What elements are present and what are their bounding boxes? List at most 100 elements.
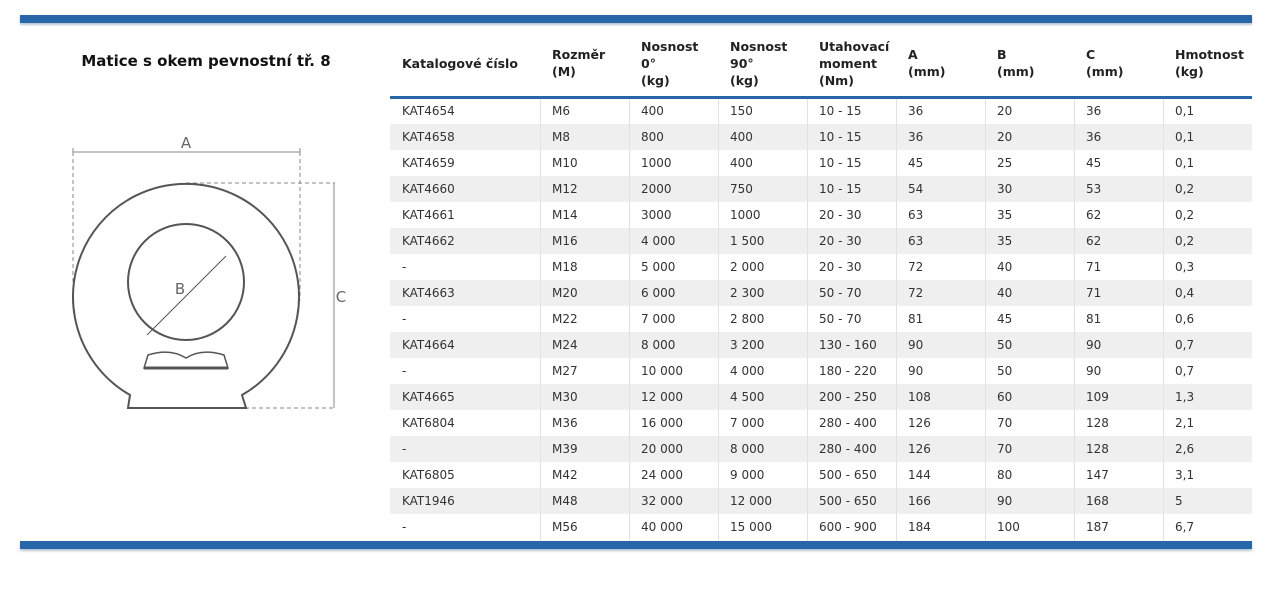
table-cell: 100 [997, 520, 1020, 534]
table-cell: 20 [997, 104, 1013, 118]
table-cell: 130 - 160 [819, 338, 877, 352]
table-cell: 128 [1086, 442, 1109, 456]
table-cell: M24 [552, 338, 578, 352]
table-cell: 80 [997, 468, 1013, 482]
table-cell: 62 [1086, 208, 1102, 222]
table-cell: 184 [908, 520, 931, 534]
table-cell: 50 [997, 364, 1013, 378]
table-cell: - [402, 364, 407, 378]
table-cell: M42 [552, 468, 578, 482]
header-line: (kg) [641, 72, 670, 88]
table-cell: M48 [552, 494, 578, 508]
table-cell: 128 [1086, 416, 1109, 430]
table-cell: 126 [908, 442, 931, 456]
table-cell: 2,1 [1175, 416, 1195, 430]
table-cell: 62 [1086, 234, 1102, 248]
table-cell: 81 [1086, 312, 1102, 326]
header-line: (M) [552, 64, 576, 79]
table-cell: KAT4654 [402, 104, 455, 118]
table-cell: 4 000 [641, 234, 676, 248]
table-cell: M20 [552, 286, 578, 300]
table-cell: 90 [1086, 338, 1102, 352]
dim-label: B [175, 280, 185, 298]
table-cell: 0,7 [1175, 364, 1195, 378]
header-line: Nosnost [641, 38, 699, 54]
header-line: (mm) [1086, 64, 1124, 79]
table-cell: 0,7 [1175, 338, 1195, 352]
table-cell: 3000 [641, 208, 672, 222]
table-cell: 53 [1086, 182, 1102, 196]
table-cell: 36 [908, 130, 924, 144]
header-line: (Nm) [819, 72, 854, 88]
row-background [390, 124, 1252, 150]
table-cell: KAT4661 [402, 208, 455, 222]
table-cell: 40 [997, 286, 1013, 300]
header-line: (mm) [908, 64, 946, 79]
column-separator [807, 99, 808, 541]
header-line: C [1086, 47, 1096, 62]
eye-nut-diagram: A B C [72, 134, 346, 409]
table-cell: 20 - 30 [819, 234, 862, 248]
table-cell: 108 [908, 390, 931, 404]
table-cell: 40 000 [641, 520, 683, 534]
table-cell: - [402, 442, 407, 456]
table-cell: 7 000 [641, 312, 676, 326]
table-cell: 90 [908, 364, 924, 378]
column-separator [540, 99, 541, 541]
header-line: moment [819, 55, 877, 71]
table-cell: 0,3 [1175, 260, 1195, 274]
table-cell: M16 [552, 234, 578, 248]
table-cell: M8 [552, 130, 570, 144]
table-cell: M27 [552, 364, 578, 378]
table-cell: - [402, 312, 407, 326]
column-separator [1163, 99, 1164, 541]
table-cell: 0,6 [1175, 312, 1195, 326]
column-header: B (mm) [985, 30, 1074, 96]
column-separator [896, 99, 897, 541]
table-cell: 400 [730, 156, 753, 170]
column-header: Hmotnost (kg) [1163, 30, 1252, 96]
table-cell: 400 [641, 104, 664, 118]
table-cell: 10 000 [641, 364, 683, 378]
table-cell: KAT4664 [402, 338, 455, 352]
table-cell: 800 [641, 130, 664, 144]
table-cell: 54 [908, 182, 924, 196]
table-cell: 2 000 [730, 260, 765, 274]
table-cell: 7 000 [730, 416, 765, 430]
table-cell: 35 [997, 234, 1013, 248]
table-cell: M39 [552, 442, 578, 456]
table-cell: 4 500 [730, 390, 765, 404]
table-cell: 70 [997, 442, 1013, 456]
table-cell: 0,4 [1175, 286, 1195, 300]
table-cell: 36 [1086, 130, 1102, 144]
column-header: Nosnost 90° (kg) [718, 30, 807, 96]
row-background [390, 228, 1252, 254]
table-cell: M6 [552, 104, 570, 118]
table-cell: M10 [552, 156, 578, 170]
table-cell: 90 [1086, 364, 1102, 378]
table-cell: 0,2 [1175, 208, 1195, 222]
table-cell: 50 - 70 [819, 286, 862, 300]
table-cell: 25 [997, 156, 1013, 170]
table-cell: 12 000 [641, 390, 683, 404]
table-cell: 1 500 [730, 234, 765, 248]
table-cell: 50 - 70 [819, 312, 862, 326]
header-line: (kg) [1175, 64, 1204, 79]
product-title: Matice s okem pevnostní tř. 8 [81, 52, 331, 70]
table-cell: 24 000 [641, 468, 683, 482]
column-header: Nosnost 0° (kg) [629, 30, 718, 96]
table-cell: 71 [1086, 260, 1102, 274]
table-cell: 400 [730, 130, 753, 144]
table-cell: 15 000 [730, 520, 772, 534]
table-cell: M30 [552, 390, 578, 404]
table-cell: KAT4658 [402, 130, 455, 144]
table-cell: KAT4662 [402, 234, 455, 248]
column-separator [985, 99, 986, 541]
table-cell: 45 [1086, 156, 1102, 170]
column-separator [1074, 99, 1075, 541]
table-cell: 0,2 [1175, 182, 1195, 196]
table-cell: 36 [1086, 104, 1102, 118]
table-cell: 90 [997, 494, 1013, 508]
table-cell: 70 [997, 416, 1013, 430]
